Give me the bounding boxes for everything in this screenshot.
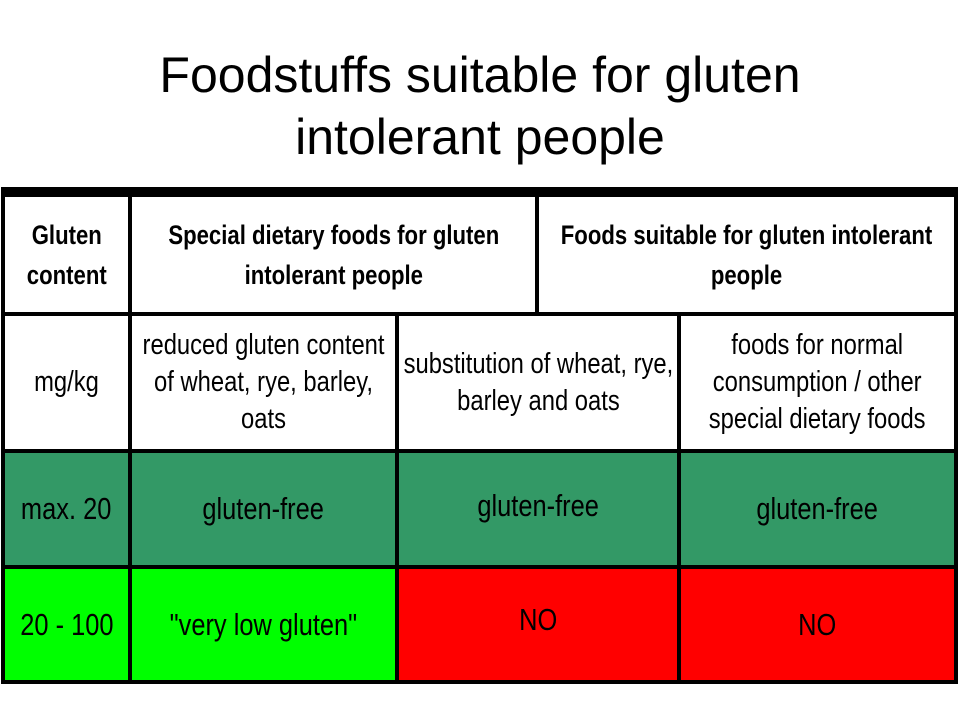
row-1-normal-text: gluten-free [756, 491, 879, 526]
header-special-line-2: intolerant people [244, 259, 423, 290]
slide-title-line-2: intolerant people [295, 109, 665, 165]
table-row-1-normal: gluten-free [679, 451, 956, 567]
row-2-range-text: 20 - 100 [19, 606, 114, 642]
header-suitable-line-1: Foods suitable for gluten intolerant [560, 219, 933, 250]
row-2-substitution-text: NO [518, 602, 558, 637]
table-row-1-substitution: gluten-free [397, 451, 679, 567]
header-special-dietary-foods: Special dietary foods for gluten intoler… [130, 195, 537, 314]
table-row-2-reduced: "very low gluten" [130, 567, 397, 682]
table-row-2-range: 20 - 100 [3, 567, 130, 682]
table-row-1-reduced: gluten-free [130, 451, 397, 567]
slide-title-line-1: Foodstuffs suitable for gluten [159, 47, 801, 103]
header-special-line-1: Special dietary foods for gluten [168, 219, 499, 250]
slide-title: Foodstuffs suitable for gluten intoleran… [40, 44, 920, 168]
substitution-line-2: barley and oats [456, 384, 620, 417]
header-gluten-content: Gluten content [3, 195, 130, 314]
row-2-reduced-text: "very low gluten" [169, 606, 358, 642]
subheader-unit: mg/kg [3, 314, 130, 451]
row-1-reduced-text: gluten-free [202, 491, 325, 526]
header-foods-suitable: Foods suitable for gluten intolerant peo… [537, 195, 956, 314]
reduced-line-2: of wheat, rye, barley, [154, 366, 373, 398]
reduced-line-1: reduced gluten content [142, 329, 385, 361]
reduced-line-3: oats [241, 403, 286, 435]
row-1-range-text: max. 20 [21, 491, 112, 526]
row-1-substitution-text: gluten-free [477, 488, 599, 523]
table-row-2-substitution: NO [397, 567, 679, 682]
subheader-reduced-gluten: reduced gluten content of wheat, rye, ba… [130, 314, 397, 451]
subheader-normal-consumption: foods for normal consumption / other spe… [679, 314, 956, 451]
unit-label: mg/kg [34, 366, 99, 398]
header-suitable-line-2: people [710, 259, 783, 290]
row-2-normal-text: NO [798, 606, 837, 642]
normal-line-3: special dietary foods [709, 403, 926, 435]
normal-line-2: consumption / other [713, 366, 922, 398]
gluten-table: Gluten content Special dietary foods for… [1, 187, 958, 684]
table-row-1-range: max. 20 [3, 451, 130, 567]
substitution-line-1: substitution of wheat, rye, [403, 347, 673, 380]
subheader-substitution: substitution of wheat, rye, barley and o… [397, 314, 679, 451]
header-gluten-content-line-1: Gluten [31, 219, 102, 250]
header-gluten-content-line-2: content [26, 259, 107, 290]
normal-line-1: foods for normal [731, 329, 904, 361]
table-row-2-normal: NO [679, 567, 956, 682]
